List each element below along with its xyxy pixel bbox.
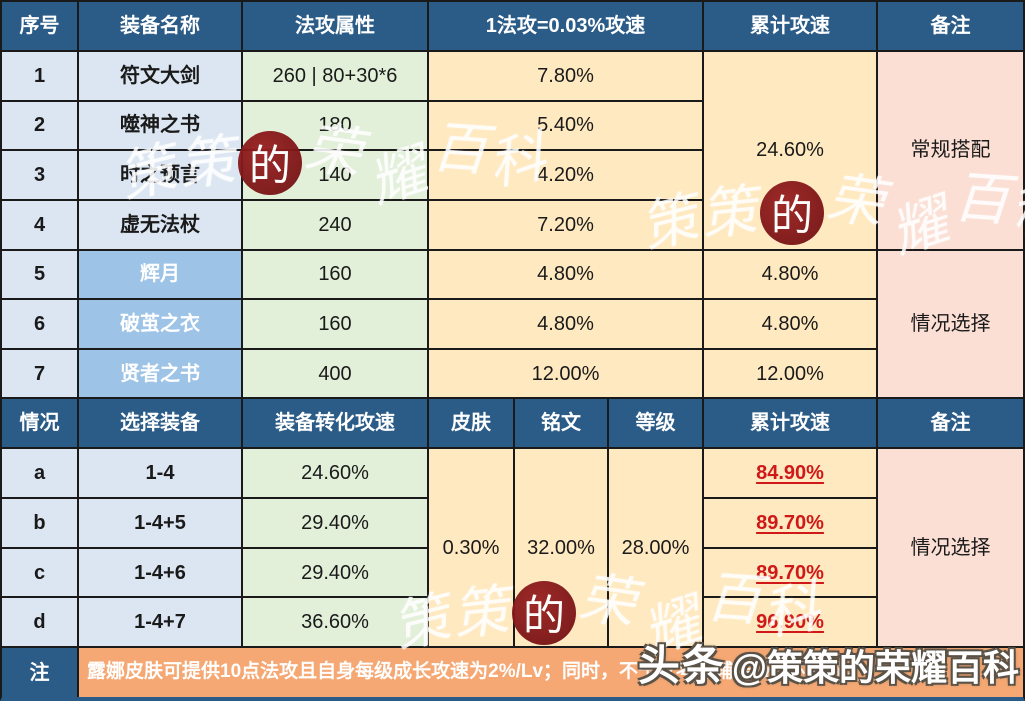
s1-r1-conv: 7.80% xyxy=(429,52,704,102)
s1-r5-index: 5 xyxy=(2,250,79,301)
s2-header-note: 备注 xyxy=(878,399,1023,450)
s2-rc-case: c xyxy=(2,548,79,599)
s2-rb-items: 1-4+5 xyxy=(79,499,243,549)
s1-header-item-name: 装备名称 xyxy=(79,2,243,52)
s1-r5-attr: 160 xyxy=(243,250,429,301)
s2-header-cumulative: 累计攻速 xyxy=(704,399,878,450)
s1-r5-cum: 4.80% xyxy=(704,250,878,301)
s1-r6-conv: 4.80% xyxy=(429,300,704,350)
s1-note-rows1-4: 常规搭配 xyxy=(878,52,1023,251)
s1-r2-conv: 5.40% xyxy=(429,101,704,152)
s1-r4-name: 虚无法杖 xyxy=(79,200,243,251)
s2-ra-items: 1-4 xyxy=(79,449,243,500)
s2-rd-conv: 36.60% xyxy=(243,598,429,648)
s1-header-index: 序号 xyxy=(2,2,79,52)
s2-header-items: 选择装备 xyxy=(79,399,243,450)
s2-rune-merged: 32.00% xyxy=(515,449,609,648)
s1-r3-conv: 4.20% xyxy=(429,151,704,201)
s1-r7-name: 贤者之书 xyxy=(79,349,243,400)
s2-rd-cum: 96.90% xyxy=(704,598,878,648)
s1-r7-attr: 400 xyxy=(243,349,429,400)
s2-skin-merged: 0.30% xyxy=(429,449,515,648)
s1-r6-attr: 160 xyxy=(243,300,429,350)
s2-rb-cum: 89.70% xyxy=(704,499,878,549)
s2-level-merged: 28.00% xyxy=(609,449,704,648)
s1-header-conversion: 1法攻=0.03%攻速 xyxy=(429,2,704,52)
s2-rc-cum: 89.70% xyxy=(704,548,878,599)
s1-r7-cum: 12.00% xyxy=(704,349,878,400)
s1-r7-conv: 12.00% xyxy=(429,349,704,400)
s1-r2-index: 2 xyxy=(2,101,79,152)
s1-r3-index: 3 xyxy=(2,151,79,201)
s1-r6-index: 6 xyxy=(2,300,79,350)
s2-rd-case: d xyxy=(2,598,79,648)
s2-rc-items: 1-4+6 xyxy=(79,548,243,599)
s1-r3-attr: 140 xyxy=(243,151,429,201)
s1-r2-name: 噬神之书 xyxy=(79,101,243,152)
s1-header-ap-attr: 法攻属性 xyxy=(243,2,429,52)
author-handle: @策策的荣耀百科 xyxy=(731,647,1019,688)
s1-r4-index: 4 xyxy=(2,200,79,251)
s1-r5-conv: 4.80% xyxy=(429,250,704,301)
s1-note-rows5-7: 情况选择 xyxy=(878,250,1023,400)
s1-r1-name: 符文大剑 xyxy=(79,52,243,102)
s1-r4-attr: 240 xyxy=(243,200,429,251)
s1-header-cumulative: 累计攻速 xyxy=(704,2,878,52)
s2-ra-conv: 24.60% xyxy=(243,449,429,500)
s1-r6-name: 破茧之衣 xyxy=(79,300,243,350)
footnote-text: 露娜皮肤可提供10点法攻且自身每级成长攻速为2%/Lv；同时，不予以考虑辅装极速… xyxy=(79,648,1023,697)
s1-r5-name: 辉月 xyxy=(79,250,243,301)
s2-ra-cum: 84.90% xyxy=(704,449,878,500)
s1-r2-attr: 180 xyxy=(243,101,429,152)
s2-header-rune: 铭文 xyxy=(515,399,609,450)
s1-r6-cum: 4.80% xyxy=(704,300,878,350)
s2-header-conversion: 装备转化攻速 xyxy=(243,399,429,450)
s2-rc-conv: 29.40% xyxy=(243,548,429,599)
s1-r7-index: 7 xyxy=(2,349,79,400)
s1-r3-name: 时之预言 xyxy=(79,151,243,201)
s1-r4-conv: 7.20% xyxy=(429,200,704,251)
toutiao-byline: 头条 @策策的荣耀百科 xyxy=(638,632,1019,693)
s1-header-note: 备注 xyxy=(878,2,1023,52)
s1-r1-index: 1 xyxy=(2,52,79,102)
s2-ra-case: a xyxy=(2,449,79,500)
s2-rd-items: 1-4+7 xyxy=(79,598,243,648)
toutiao-logo: 头条 xyxy=(637,642,726,689)
s2-rb-conv: 29.40% xyxy=(243,499,429,549)
s2-header-level: 等级 xyxy=(609,399,704,450)
s2-rb-case: b xyxy=(2,499,79,549)
s2-note-merged: 情况选择 xyxy=(878,449,1023,648)
footnote-label: 注 xyxy=(2,648,79,697)
s1-cum-rows1-4: 24.60% xyxy=(704,52,878,251)
s1-r1-attr: 260 | 80+30*6 xyxy=(243,52,429,102)
s2-header-case: 情况 xyxy=(2,399,79,450)
s2-header-skin: 皮肤 xyxy=(429,399,515,450)
